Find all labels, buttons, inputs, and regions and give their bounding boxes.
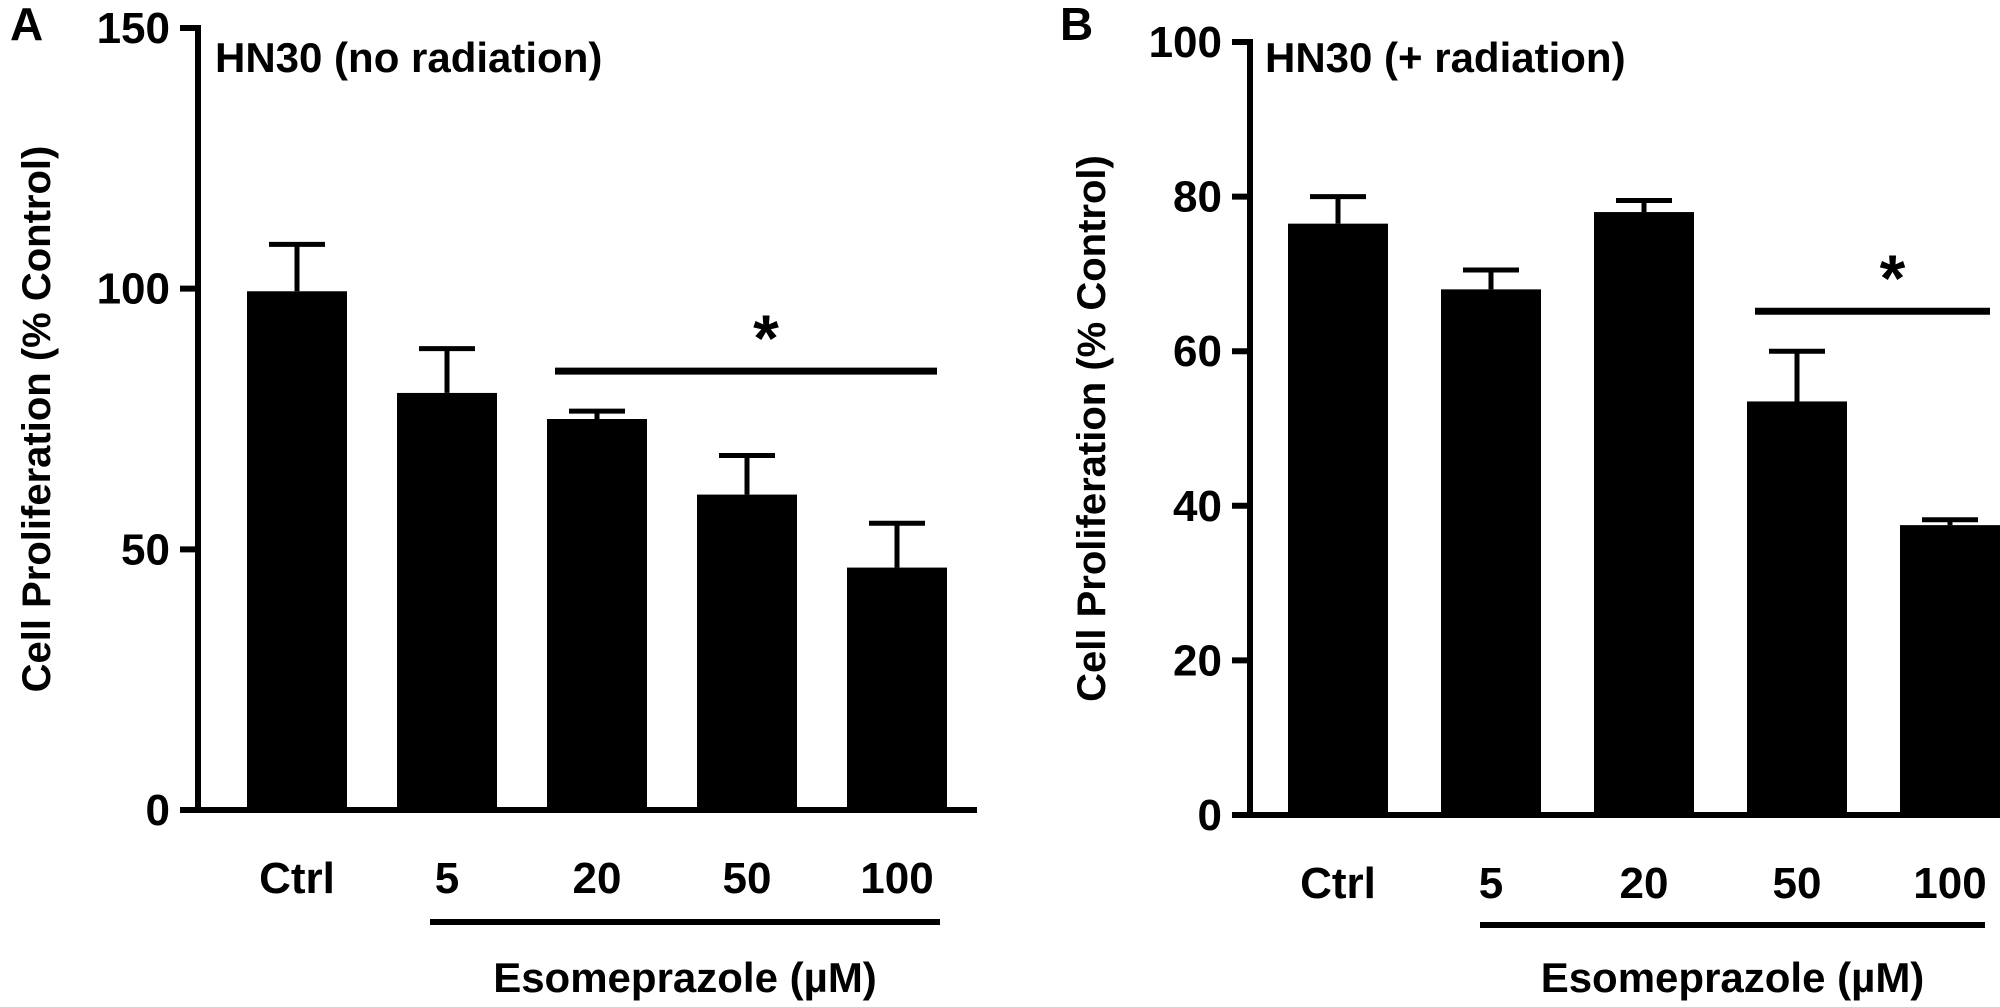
chart-panel-b: B HN30 (+ radiation) Cell Proliferation (%…: [1060, 0, 2000, 1001]
panel-letter: A: [10, 0, 43, 50]
y-tick-label: 40: [1173, 482, 1222, 531]
y-tick-label: 150: [97, 4, 170, 53]
bar: [697, 494, 797, 810]
significance-star: *: [1880, 241, 1906, 315]
bar: [397, 392, 497, 810]
y-tick-label: 50: [121, 525, 170, 574]
x-axis-label: Esomeprazole (µM): [493, 954, 877, 1001]
y-axis-label: Cell Proliferation (% Control): [1070, 155, 1114, 702]
y-tick-label: 20: [1173, 636, 1222, 685]
y-tick-label: 100: [1149, 18, 1222, 67]
bar: [1288, 223, 1388, 815]
chart-title: HN30 (+ radiation): [1265, 34, 1626, 81]
x-tick-label: 100: [860, 854, 933, 903]
x-tick-label: Ctrl: [1300, 859, 1376, 908]
x-tick-label: 5: [435, 854, 459, 903]
bar: [1594, 212, 1694, 815]
y-tick-label: 60: [1173, 327, 1222, 376]
y-tick-label: 0: [1198, 791, 1222, 840]
bar: [1747, 401, 1847, 815]
x-tick-label: 50: [723, 854, 772, 903]
x-tick-label: 20: [573, 854, 622, 903]
x-tick-label: 5: [1479, 859, 1503, 908]
y-axis-label: Cell Proliferation (% Control): [15, 146, 59, 693]
y-tick-label: 100: [97, 265, 170, 314]
bar: [847, 567, 947, 810]
bar: [1900, 525, 2000, 815]
x-tick-label: 100: [1913, 859, 1986, 908]
x-tick-label: 20: [1620, 859, 1669, 908]
x-axis-label: Esomeprazole (µM): [1541, 954, 1925, 1001]
y-tick-label: 0: [146, 786, 170, 835]
chart-title: HN30 (no radiation): [215, 34, 602, 81]
bar: [247, 291, 347, 811]
chart-panel-a: A HN30 (no radiation) Cell Proliferation (…: [10, 0, 977, 1001]
bar: [547, 419, 647, 810]
panel-letter: B: [1060, 0, 1093, 50]
significance-star: *: [753, 301, 779, 375]
y-tick-label: 80: [1173, 173, 1222, 222]
x-tick-label: 50: [1773, 859, 1822, 908]
x-tick-label: Ctrl: [259, 854, 335, 903]
bar: [1441, 289, 1541, 815]
